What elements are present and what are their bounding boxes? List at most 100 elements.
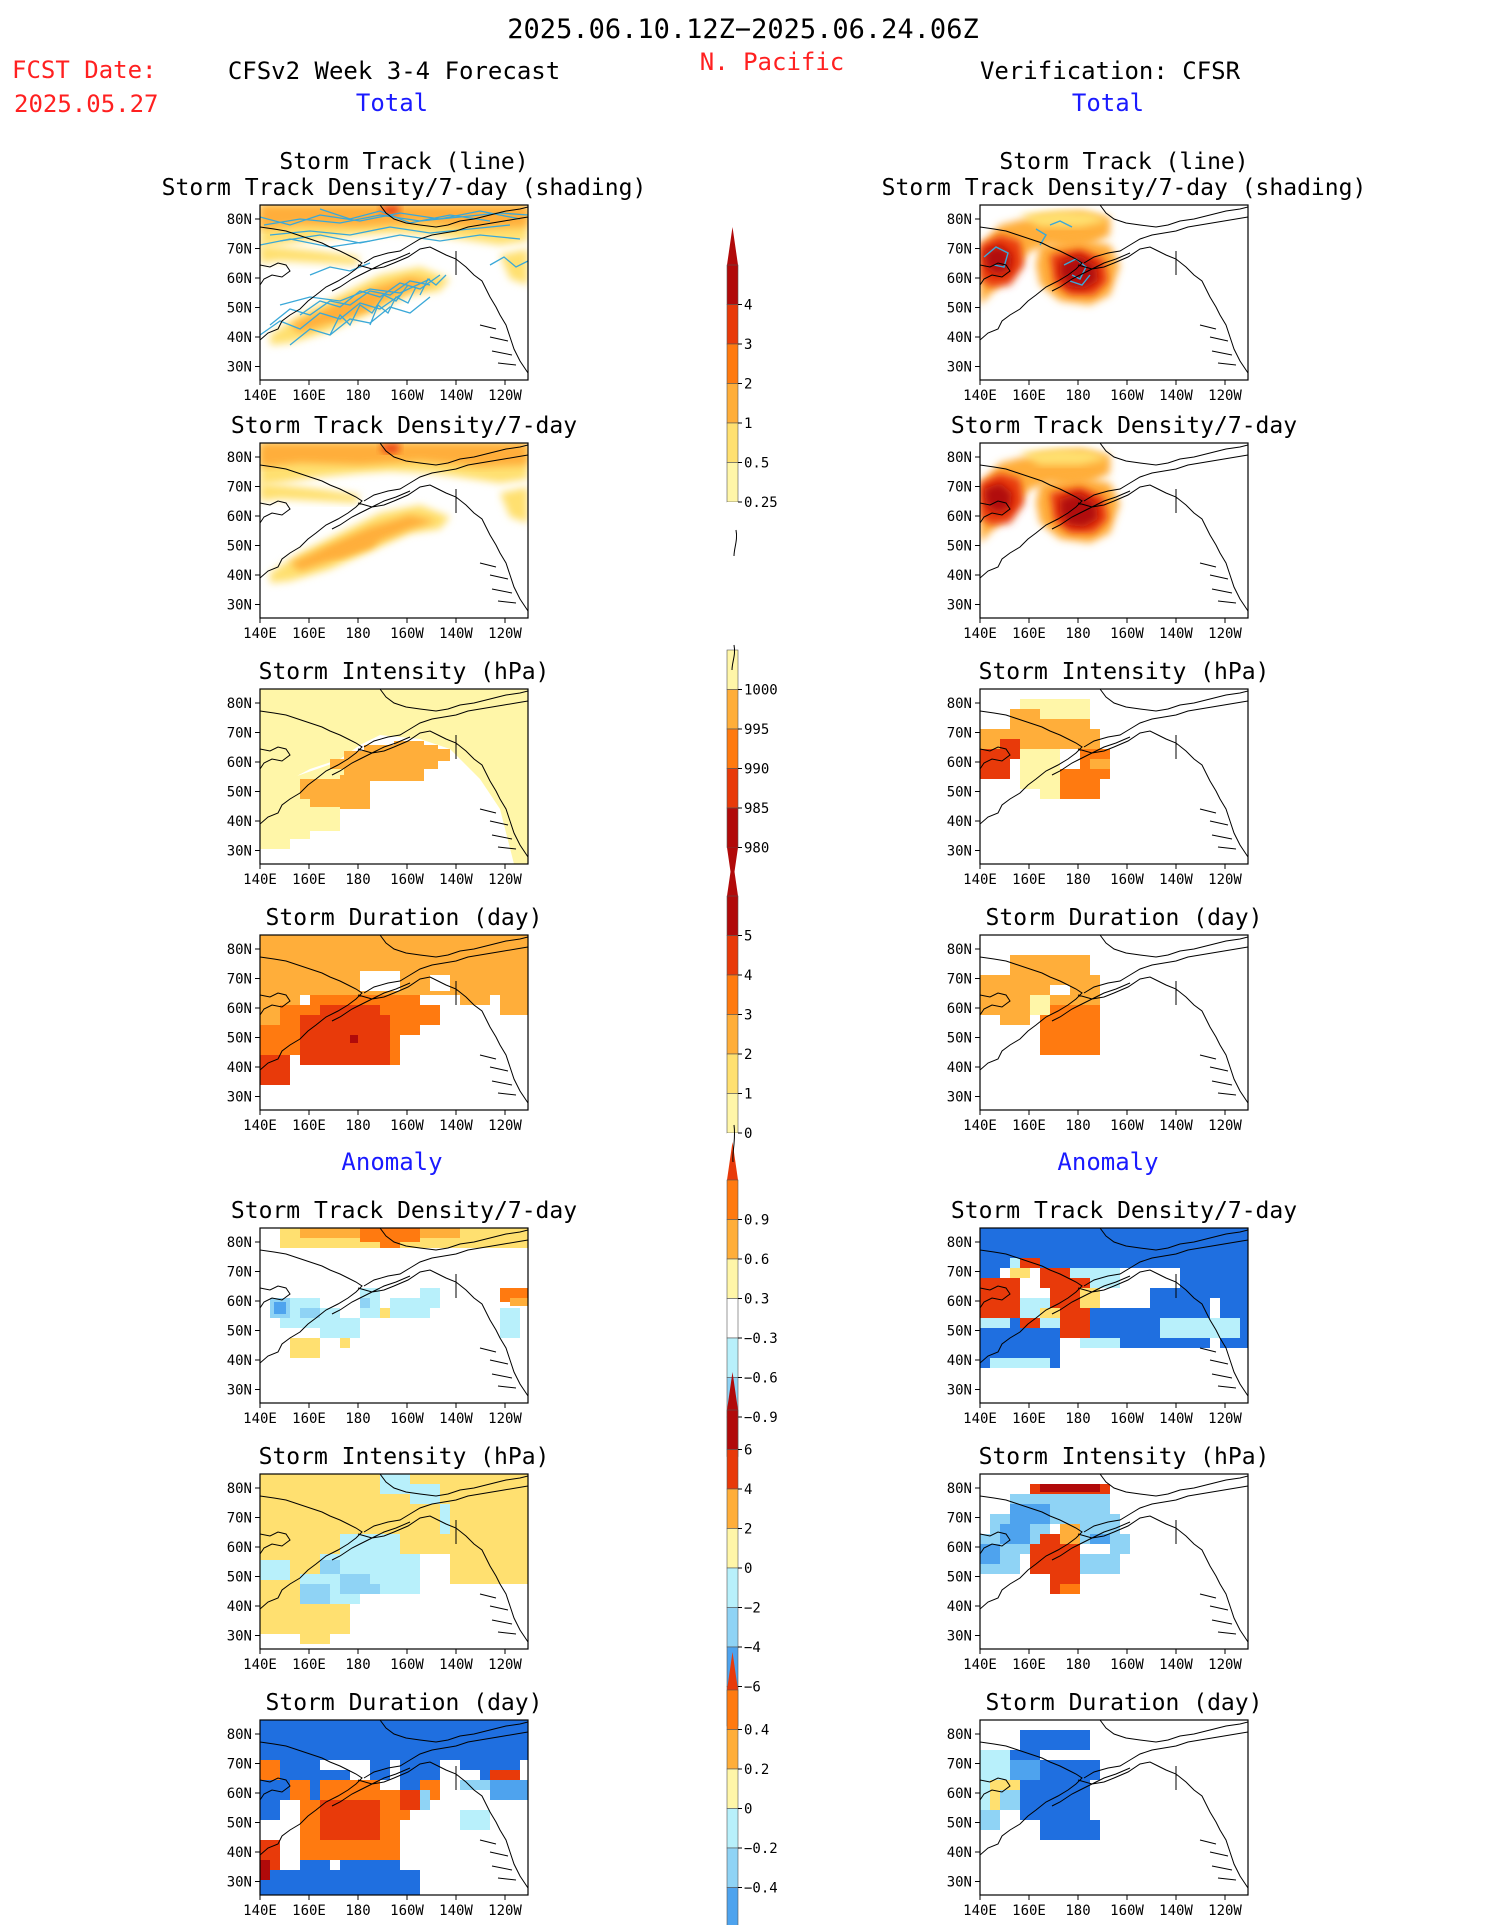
colorbar-label: 0.6 xyxy=(744,1252,769,1268)
grid-cell xyxy=(260,1860,270,1880)
colorbar-label: 0.25 xyxy=(744,495,778,511)
x-tick-label: 160E xyxy=(292,626,326,642)
x-tick-label: 160E xyxy=(292,1657,326,1673)
panel-title-f_intensity_anom: Storm Intensity (hPa) xyxy=(259,1444,550,1470)
coastline xyxy=(980,205,1248,374)
y-tick-label: 70N xyxy=(947,242,972,258)
storm-track-line xyxy=(1049,220,1073,228)
panel-title-v_density: Storm Track Density/7-day xyxy=(951,413,1297,439)
x-tick-label: 160W xyxy=(390,1657,424,1673)
x-tick-label: 140E xyxy=(243,1411,277,1427)
colorbar-label: 4 xyxy=(744,1482,752,1498)
grid-cell xyxy=(410,1484,440,1504)
grid-cell xyxy=(980,1810,1000,1830)
y-tick-label: 50N xyxy=(227,1816,252,1832)
coastline xyxy=(980,1720,1248,1889)
x-tick-label: 160W xyxy=(390,1903,424,1919)
grid-cell xyxy=(274,1302,286,1314)
grid-cell xyxy=(490,1780,528,1800)
map-f-density-field xyxy=(260,443,528,612)
colorbar-segment xyxy=(726,1488,739,1529)
grid-cell xyxy=(1040,1820,1100,1840)
map-frame xyxy=(259,204,529,381)
x-tick-label: 140E xyxy=(963,626,997,642)
colorbar-label: 2 xyxy=(744,1047,752,1063)
shaded-region xyxy=(320,535,380,557)
grid-cell xyxy=(360,1228,420,1242)
y-tick-label: 40N xyxy=(227,568,252,584)
x-tick-label: 120W xyxy=(488,1118,522,1134)
panel-title-v_track: Storm Track (line) xyxy=(999,149,1248,175)
panel-title-v_track: Storm Track Density/7-day (shading) xyxy=(882,175,1367,201)
colorbar-label: 985 xyxy=(744,801,769,817)
colorbar-segment xyxy=(726,768,739,809)
storm-track-line xyxy=(269,224,511,236)
x-tick-label: 180 xyxy=(345,1903,370,1919)
panel-title-f_density_anom: Storm Track Density/7-day xyxy=(231,1198,577,1224)
grid-cell xyxy=(438,749,450,761)
grid-cell xyxy=(424,745,438,769)
y-tick-label: 60N xyxy=(227,1540,252,1556)
x-tick-label: 140E xyxy=(963,1657,997,1673)
map-v-track-field xyxy=(980,205,1248,374)
y-tick-label: 60N xyxy=(947,1294,972,1310)
x-tick-label: 160W xyxy=(1110,626,1144,642)
y-tick-label: 60N xyxy=(227,1294,252,1310)
x-tick-label: 160E xyxy=(1012,388,1046,404)
storm-track-line xyxy=(319,208,491,224)
coastline xyxy=(260,443,528,612)
y-tick-label: 60N xyxy=(947,1001,972,1017)
map-frame xyxy=(259,1719,529,1896)
x-tick-label: 160W xyxy=(1110,1411,1144,1427)
shaded-region xyxy=(984,245,1012,275)
x-tick-label: 180 xyxy=(345,872,370,888)
x-tick-label: 140W xyxy=(439,872,473,888)
x-tick-label: 180 xyxy=(1065,1903,1090,1919)
y-tick-label: 80N xyxy=(227,450,252,466)
y-tick-label: 80N xyxy=(227,1481,252,1497)
grid-cell xyxy=(1050,1045,1090,1055)
y-tick-label: 30N xyxy=(227,1629,252,1645)
coastline xyxy=(260,205,528,374)
colorbar-segment xyxy=(726,1689,739,1730)
panel-title-v_density_anom: Storm Track Density/7-day xyxy=(951,1198,1297,1224)
coastline xyxy=(980,443,1248,612)
grid-cell xyxy=(990,1358,1050,1368)
map-v-duration-anom: 140E 160E 180 160W 140W 120W 80N 70N 60N 50N 40N 30… xyxy=(947,1719,1249,1919)
grid-cell xyxy=(980,1278,1020,1318)
colorbar-label: 0.2 xyxy=(744,1762,769,1778)
y-tick-label: 30N xyxy=(227,598,252,614)
grid-cell xyxy=(394,741,424,781)
y-tick-label: 40N xyxy=(227,1599,252,1615)
colorbar-label: 2 xyxy=(744,1522,752,1538)
y-tick-label: 30N xyxy=(947,598,972,614)
colorbar-segment xyxy=(726,264,739,305)
x-tick-label: 120W xyxy=(488,388,522,404)
x-tick-label: 120W xyxy=(488,1657,522,1673)
x-tick-label: 140W xyxy=(1159,1118,1193,1134)
grid-cell xyxy=(260,1760,280,1780)
grid-cell xyxy=(300,1075,340,1105)
panel-title-f_intensity: Storm Intensity (hPa) xyxy=(259,659,550,685)
colorbar-end xyxy=(727,502,738,540)
grid-cell xyxy=(1080,1288,1100,1308)
colorbar-end xyxy=(727,858,738,896)
y-tick-label: 60N xyxy=(947,755,972,771)
grid-cell xyxy=(300,1584,330,1604)
colorbar-segment xyxy=(726,1729,739,1770)
x-tick-label: 160E xyxy=(292,1411,326,1427)
grid-cell xyxy=(1020,1258,1040,1268)
grid-cell xyxy=(330,1045,390,1065)
y-tick-label: 60N xyxy=(947,271,972,287)
grid-cell xyxy=(1200,1318,1240,1338)
y-tick-label: 70N xyxy=(227,242,252,258)
map-frame xyxy=(979,1719,1249,1896)
shaded-region xyxy=(260,443,528,467)
grid-cell xyxy=(450,1474,528,1584)
map-v-duration-field xyxy=(980,935,1248,1104)
x-tick-label: 160W xyxy=(390,1411,424,1427)
panel-title-f_duration_anom: Storm Duration (day) xyxy=(266,1690,543,1716)
coastline xyxy=(980,935,1248,1104)
grid-cell xyxy=(300,1308,320,1318)
grid-cell xyxy=(420,1288,440,1308)
